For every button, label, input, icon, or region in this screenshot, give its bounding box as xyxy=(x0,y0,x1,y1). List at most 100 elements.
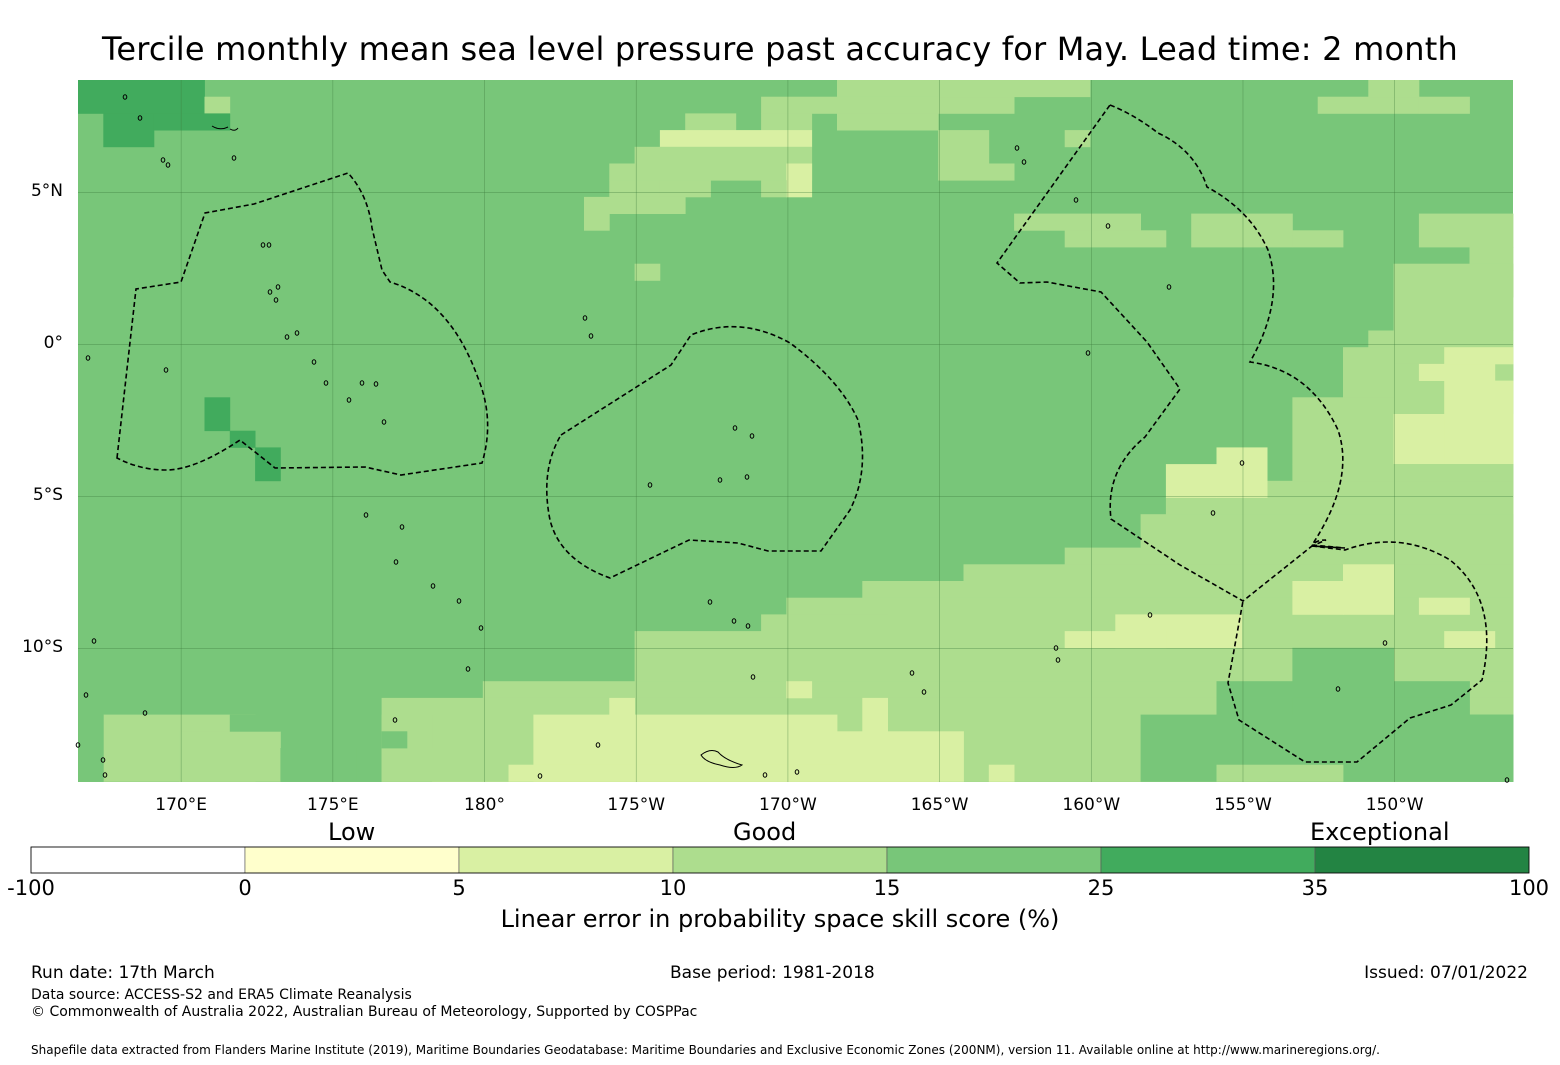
island-outline xyxy=(1166,284,1172,290)
island-outline xyxy=(1053,645,1059,651)
skill-cell xyxy=(1064,230,1167,248)
skill-cell xyxy=(659,130,813,148)
skill-cell xyxy=(280,748,357,782)
island-outline xyxy=(392,717,398,723)
island-outline xyxy=(85,355,91,361)
island-outline xyxy=(100,757,106,763)
shapefile-credit: Shapefile data extracted from Flanders M… xyxy=(31,1043,1380,1057)
skill-cell xyxy=(381,731,408,749)
island-outline xyxy=(399,524,405,530)
colorbar-outline xyxy=(30,846,1530,874)
eez-boundaries xyxy=(116,104,1488,763)
colorbar-tick-label: 25 xyxy=(1087,876,1115,900)
skill-cell xyxy=(887,113,939,131)
island-outline xyxy=(1335,686,1341,692)
skill-cell xyxy=(584,196,686,214)
skill-cell xyxy=(609,180,661,198)
longitude-label: 165°W xyxy=(910,795,969,815)
island-outline xyxy=(750,674,756,680)
island-outline xyxy=(1239,460,1245,466)
island-outline xyxy=(359,380,365,386)
island-outline xyxy=(430,583,436,589)
colorbar-swatch xyxy=(30,846,246,874)
skill-cell xyxy=(938,163,1015,181)
skill-cell xyxy=(761,96,1015,114)
skill-cell xyxy=(761,113,813,131)
island-outline xyxy=(275,284,281,290)
skill-cell xyxy=(1418,597,1470,615)
longitude-label: 155°W xyxy=(1214,795,1272,815)
skill-cell xyxy=(1418,213,1514,248)
island-outline xyxy=(582,315,588,321)
coastlines xyxy=(75,94,1510,783)
colorbar-swatch xyxy=(244,846,460,874)
island-outline xyxy=(456,598,462,604)
island-outline xyxy=(1055,657,1061,663)
skill-cell xyxy=(432,764,939,782)
island-outline xyxy=(1085,350,1091,356)
island-outline xyxy=(1014,145,1020,151)
island-outline xyxy=(794,769,800,775)
longitude-label: 150°W xyxy=(1365,795,1424,815)
island-outline xyxy=(323,380,329,386)
island-outline xyxy=(588,333,594,339)
island-outline xyxy=(1073,197,1079,203)
longitude-label: 170°W xyxy=(759,795,817,815)
island-outline xyxy=(381,419,387,425)
skill-cell xyxy=(761,180,787,198)
colorbar-swatch xyxy=(458,846,674,874)
skill-cell xyxy=(153,113,231,131)
colorbar-label: Linear error in probability space skill … xyxy=(500,905,1060,933)
colorbar-tick-label: -100 xyxy=(7,876,55,900)
island-outline xyxy=(294,330,300,336)
skill-cell xyxy=(1393,263,1514,331)
skill-cell xyxy=(1343,564,1394,615)
skill-cell xyxy=(1317,96,1420,114)
island-outline xyxy=(1382,640,1388,646)
skill-cell xyxy=(1216,764,1344,782)
skill-cell xyxy=(381,748,509,782)
island-outline xyxy=(745,623,751,629)
island-outline xyxy=(717,477,723,483)
skill-cell xyxy=(1165,464,1217,498)
island-outline xyxy=(749,433,755,439)
issued-date: Issued: 07/01/2022 xyxy=(1364,963,1528,983)
chart-title: Tercile monthly mean sea level pressure … xyxy=(102,30,1458,68)
colorbar-category-good: Good xyxy=(733,818,797,846)
colorbar-tick-label: 15 xyxy=(873,876,901,900)
graticule xyxy=(78,80,1513,782)
skill-cell xyxy=(1444,631,1496,649)
skill-cell xyxy=(634,146,813,164)
island-outline xyxy=(647,482,653,488)
island-outline xyxy=(284,334,290,340)
colorbar-tick-label: 10 xyxy=(659,876,687,900)
colorbar-swatch xyxy=(1100,846,1316,874)
skill-cell xyxy=(1418,363,1496,381)
skill-cell xyxy=(1292,581,1344,615)
island-outline xyxy=(102,772,108,778)
skill-cell xyxy=(1014,213,1141,231)
skill-cell xyxy=(1292,697,1445,715)
island-outline xyxy=(909,670,915,676)
island-outline xyxy=(165,162,171,168)
base-period: Base period: 1981-2018 xyxy=(670,963,875,983)
latitude-label: 5°S xyxy=(32,485,63,506)
skill-cell xyxy=(786,681,813,699)
island-outline xyxy=(267,289,273,295)
samoa-outline xyxy=(700,750,744,768)
skill-cell xyxy=(1292,230,1344,248)
colorbar xyxy=(30,846,1530,874)
colorbar-swatch xyxy=(1314,846,1530,874)
skill-cell xyxy=(1216,447,1268,498)
island-outline xyxy=(1021,159,1027,165)
island-outline xyxy=(1105,223,1111,229)
island-outline xyxy=(1504,777,1510,783)
island-outline xyxy=(731,618,737,624)
island-outline xyxy=(1147,612,1153,618)
island-outline xyxy=(1210,510,1216,516)
skill-cell xyxy=(938,80,1091,98)
skill-cell xyxy=(988,764,1015,782)
latitude-label: 10°S xyxy=(22,637,63,658)
skill-cell xyxy=(837,80,939,98)
skill-cell xyxy=(255,447,281,482)
